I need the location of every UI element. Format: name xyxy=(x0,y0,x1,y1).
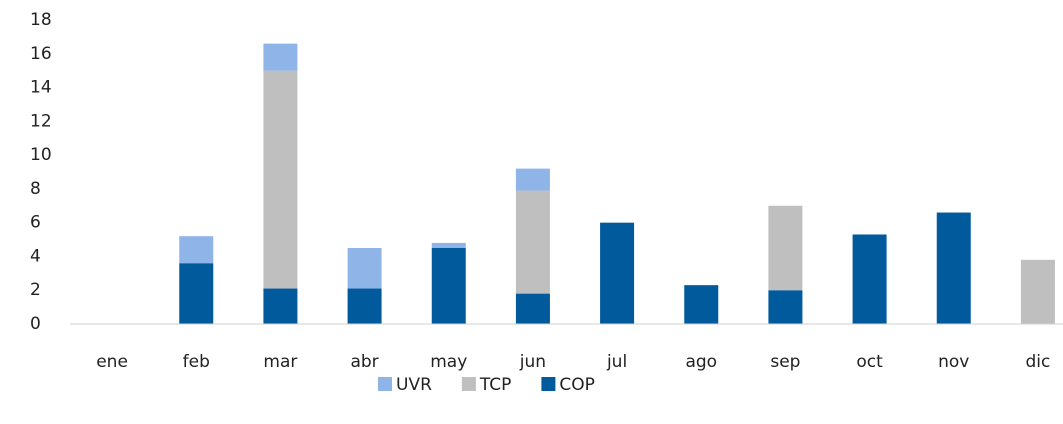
bar-segment xyxy=(431,242,466,248)
bar-segment xyxy=(1020,259,1055,324)
legend-swatch xyxy=(378,377,392,391)
x-tick-label: oct xyxy=(856,352,883,372)
y-tick-label: 18 xyxy=(30,10,52,30)
legend-label: TCP xyxy=(479,375,512,395)
y-tick-label: 4 xyxy=(30,246,41,266)
bar-segment xyxy=(431,248,466,324)
y-tick-label: 10 xyxy=(30,145,52,165)
x-tick-label: may xyxy=(430,352,467,372)
bar-segment xyxy=(600,222,635,324)
bar-segment xyxy=(852,234,887,324)
y-tick-label: 16 xyxy=(30,44,52,64)
x-tick-label: sep xyxy=(770,352,800,372)
bar-segment xyxy=(515,190,550,294)
bar-segment xyxy=(515,168,550,191)
x-tick-label: dic xyxy=(1025,352,1050,372)
bar-segment xyxy=(347,248,382,289)
x-tick-label: feb xyxy=(183,352,210,372)
bar-segment xyxy=(515,293,550,324)
bar-segment xyxy=(936,212,971,324)
x-tick-label: mar xyxy=(263,352,297,372)
bar-segment xyxy=(768,290,803,324)
bar-segment xyxy=(179,236,214,264)
y-tick-label: 6 xyxy=(30,213,41,233)
x-tick-label: nov xyxy=(938,352,969,372)
y-tick-label: 14 xyxy=(30,78,52,98)
bar-segment xyxy=(179,263,214,324)
x-tick-label: ago xyxy=(685,352,717,372)
bar-segment xyxy=(263,70,298,289)
y-tick-label: 12 xyxy=(30,111,52,131)
bar-segment xyxy=(263,288,298,324)
bar-segment xyxy=(263,43,298,71)
y-tick-label: 8 xyxy=(30,179,41,199)
bar-segment xyxy=(347,288,382,324)
x-tick-label: jul xyxy=(606,352,627,372)
legend-swatch xyxy=(541,377,556,391)
legend-label: UVR xyxy=(396,375,432,395)
legend-label: COP xyxy=(559,375,595,395)
bar-segment xyxy=(684,285,719,324)
x-tick-label: ene xyxy=(96,352,128,372)
y-tick-label: 0 xyxy=(30,314,41,334)
x-tick-label: abr xyxy=(350,352,378,372)
bar-segment xyxy=(768,205,803,291)
x-tick-label: jun xyxy=(519,352,546,372)
legend-swatch xyxy=(461,377,476,391)
y-tick-label: 2 xyxy=(30,280,41,300)
